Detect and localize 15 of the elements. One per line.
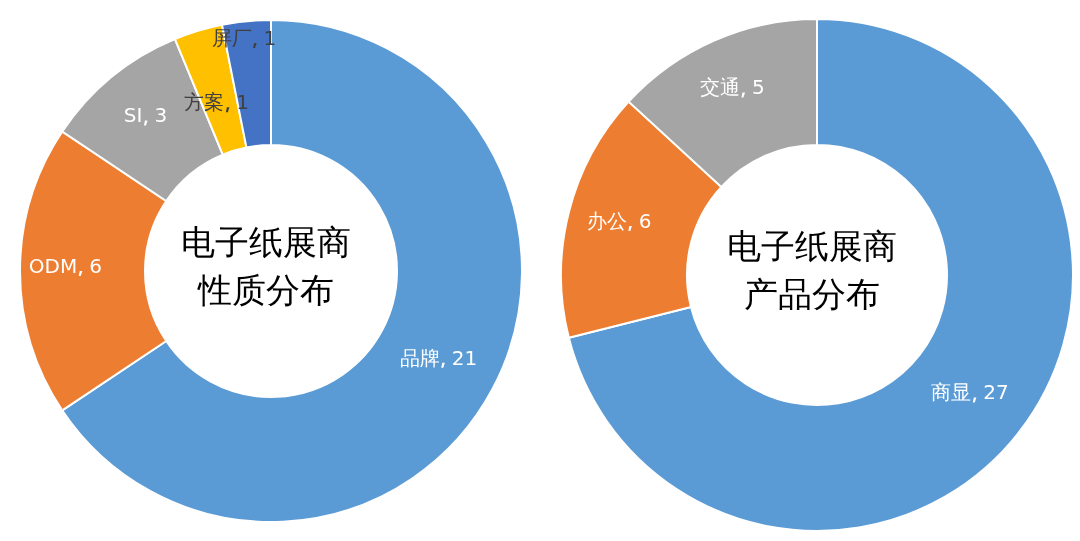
slice-label: 商显 xyxy=(931,380,972,405)
text: 电子纸展商性质分布 xyxy=(180,221,352,312)
data-label: 27 xyxy=(983,380,1009,405)
data-label: 1 xyxy=(236,90,250,115)
data-label: 6 xyxy=(638,209,652,234)
slice-label: SI xyxy=(123,103,143,128)
slice-label: ODM xyxy=(28,254,78,278)
data-label: 5 xyxy=(751,75,765,100)
data-label: 21 xyxy=(451,345,478,370)
data-label: 6 xyxy=(89,254,102,278)
slice-label: 办公 xyxy=(586,209,627,234)
text: 电子纸展商产品分布 xyxy=(726,225,898,316)
slice-label: 品牌 xyxy=(399,345,440,370)
slice-label: 交通 xyxy=(699,75,740,100)
data-label: 3 xyxy=(154,103,168,128)
